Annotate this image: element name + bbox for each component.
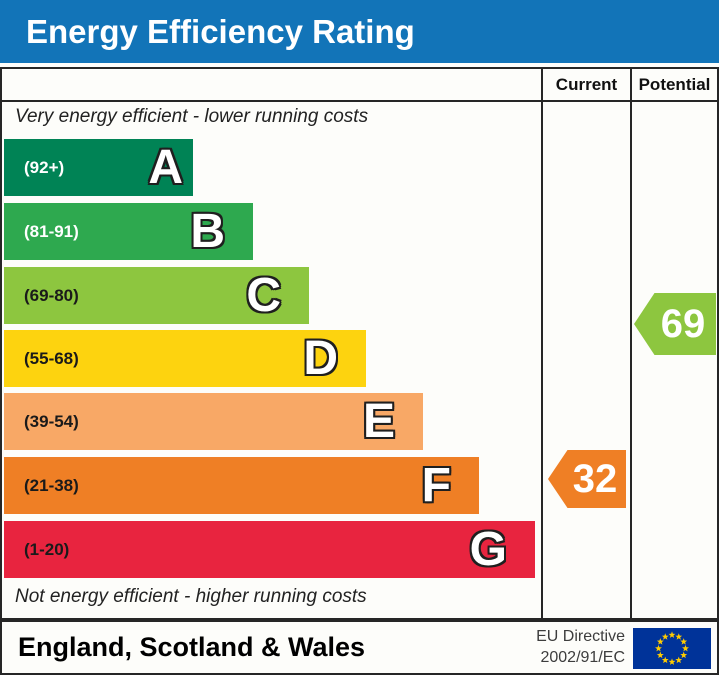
- eu-directive-line1: EU Directive: [536, 628, 625, 645]
- current-column-divider: [541, 69, 543, 618]
- band-range-label: (81-91): [24, 221, 79, 241]
- band-range-label: (92+): [24, 157, 65, 177]
- band-row-c: (69-80) C: [4, 267, 309, 324]
- band-row-a: (92+) A: [4, 139, 193, 196]
- footer-bar: England, Scotland & Wales EU Directive 2…: [0, 620, 719, 675]
- header-row-divider: [2, 100, 717, 102]
- band-row-g: (1-20) G: [4, 521, 535, 578]
- potential-rating-value: 69: [660, 301, 706, 346]
- band-range-label: (55-68): [24, 348, 79, 368]
- band-letter: E: [362, 395, 395, 448]
- eu-directive-line2: 2002/91/EC: [540, 649, 625, 666]
- band-row-e: (39-54) E: [4, 393, 423, 450]
- band-letter: C: [246, 269, 281, 322]
- band-range-label: (1-20): [24, 539, 70, 559]
- band-letter: F: [421, 459, 451, 512]
- current-rating-arrow: 32: [548, 450, 626, 508]
- eu-flag-icon: [633, 628, 711, 669]
- potential-rating-arrow: 69: [634, 293, 716, 355]
- eu-directive-label: EU Directive 2002/91/EC: [536, 626, 625, 668]
- band-letter: A: [148, 141, 183, 194]
- band-range-label: (21-38): [24, 475, 79, 495]
- current-rating-value: 32: [572, 456, 618, 501]
- band-range-label: (69-80): [24, 285, 79, 305]
- potential-column-divider: [630, 69, 632, 618]
- title-bar: Energy Efficiency Rating: [0, 0, 719, 63]
- column-header-potential: Potential: [638, 75, 711, 94]
- caption-not-efficient: Not energy efficient - higher running co…: [15, 586, 367, 607]
- band-letter: D: [303, 332, 338, 385]
- band-row-d: (55-68) D: [4, 330, 366, 387]
- page-title: Energy Efficiency Rating: [26, 12, 415, 50]
- region-label: England, Scotland & Wales: [18, 632, 366, 662]
- band-letter: B: [190, 205, 225, 258]
- energy-rating-chart: Current Potential Very energy efficient …: [0, 67, 719, 620]
- band-row-b: (81-91) B: [4, 203, 253, 260]
- column-header-current: Current: [555, 75, 618, 94]
- caption-very-efficient: Very energy efficient - lower running co…: [15, 106, 369, 127]
- band-letter: G: [469, 523, 507, 576]
- band-row-f: (21-38) F: [4, 457, 479, 514]
- band-range-label: (39-54): [24, 411, 79, 431]
